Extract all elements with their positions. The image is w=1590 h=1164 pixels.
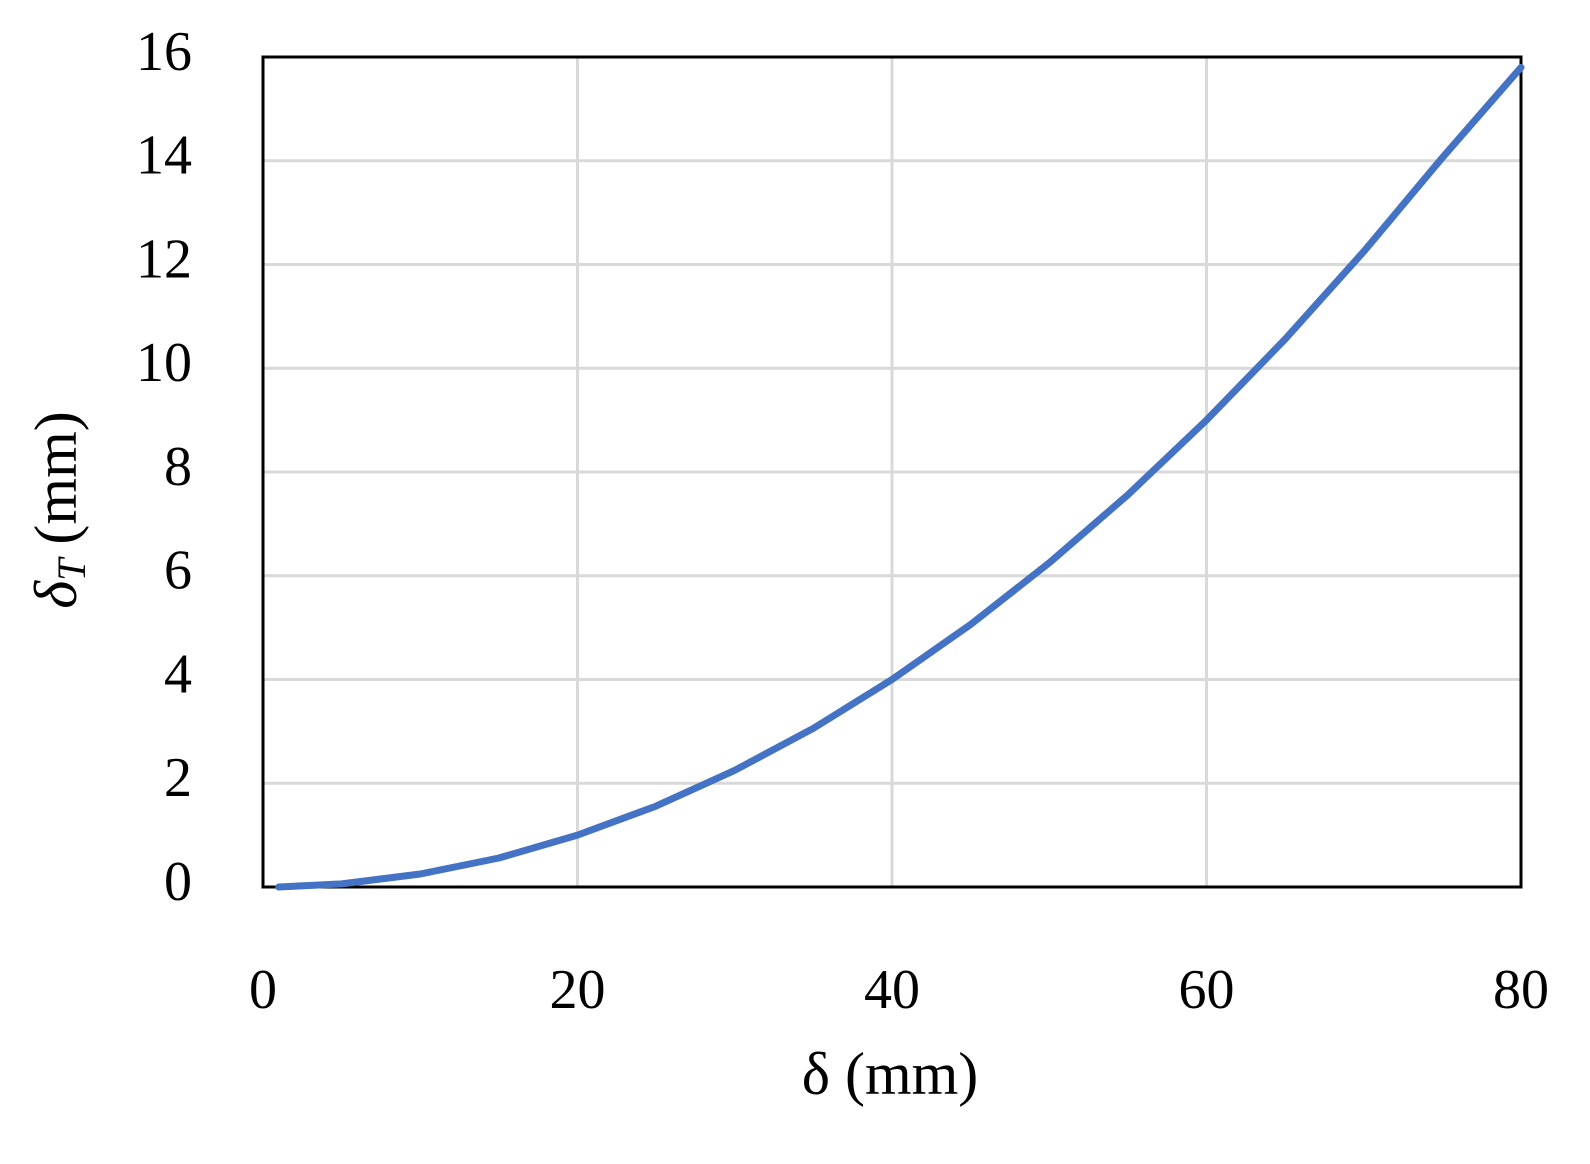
y-axis-label: δT (mm) [23,411,94,608]
x-tick-label: 20 [550,959,606,1021]
plot-frame [261,55,1523,889]
data-line [275,63,1525,891]
y-tick-label: 16 [136,21,192,83]
y-tick-label: 14 [136,125,192,187]
y-tick-label: 2 [164,747,192,809]
y-tick-label: 6 [164,540,192,602]
x-tick-label: 60 [1179,959,1235,1021]
y-label-unit: (mm) [23,411,89,544]
y-tick-label: 8 [164,436,192,498]
x-tick-label: 0 [249,959,277,1021]
y-tick-label: 10 [136,332,192,394]
y-tick-label: 0 [164,851,192,913]
x-axis-label: δ (mm) [802,1041,979,1107]
x-tick-label: 80 [1493,959,1549,1021]
y-tick-label: 12 [136,228,192,290]
y-label-subscript: T [49,556,94,581]
y-label-symbol: δ [23,580,89,609]
x-tick-label: 40 [864,959,920,1021]
y-tick-label: 4 [164,643,192,705]
